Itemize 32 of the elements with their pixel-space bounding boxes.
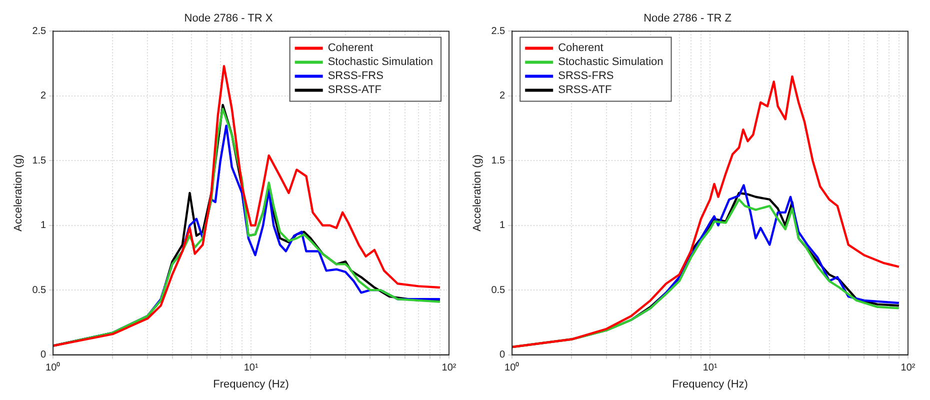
y-tick-label: 2 (40, 90, 47, 102)
y-tick-label: 1.5 (32, 155, 47, 166)
x-tick-label: 10⁰ (46, 362, 61, 374)
legend-label: Coherent (328, 42, 374, 54)
y-axis-title: Acceleration (g) (472, 154, 484, 232)
y-tick-label: 0 (500, 350, 506, 361)
chart-title: Node 2786 - TR Z (644, 12, 732, 25)
x-axis-title: Frequency (Hz) (213, 378, 289, 390)
x-tick-label: 10¹ (702, 362, 718, 374)
legend-label: Stochastic Simulation (558, 56, 664, 68)
x-axis-title: Frequency (Hz) (672, 378, 748, 390)
y-axis-title: Acceleration (g) (12, 154, 25, 232)
x-tick-label: 10⁰ (504, 362, 520, 374)
x-tick-label: 10¹ (244, 362, 259, 374)
y-tick-label: 0.5 (491, 284, 506, 296)
y-tick-label: 1 (500, 220, 506, 232)
y-tick-label: 2 (500, 90, 506, 102)
legend-label: Stochastic Simulation (328, 56, 434, 68)
y-tick-label: 0 (40, 350, 47, 361)
x-tick-label: 10² (900, 362, 916, 374)
y-tick-label: 2.5 (491, 26, 506, 37)
y-tick-label: 0.5 (32, 284, 47, 296)
legend-label: SRSS-ATF (328, 84, 382, 96)
x-tick-label: 10² (442, 362, 457, 374)
legend-label: SRSS-FRS (328, 70, 384, 82)
y-tick-label: 2.5 (32, 26, 47, 37)
y-tick-label: 1 (40, 220, 47, 232)
y-tick-label: 1.5 (491, 155, 506, 166)
legend-label: SRSS-ATF (558, 84, 612, 96)
legend-label: SRSS-FRS (558, 70, 614, 82)
legend-label: Coherent (558, 42, 604, 54)
chart-title: Node 2786 - TR X (184, 12, 274, 25)
